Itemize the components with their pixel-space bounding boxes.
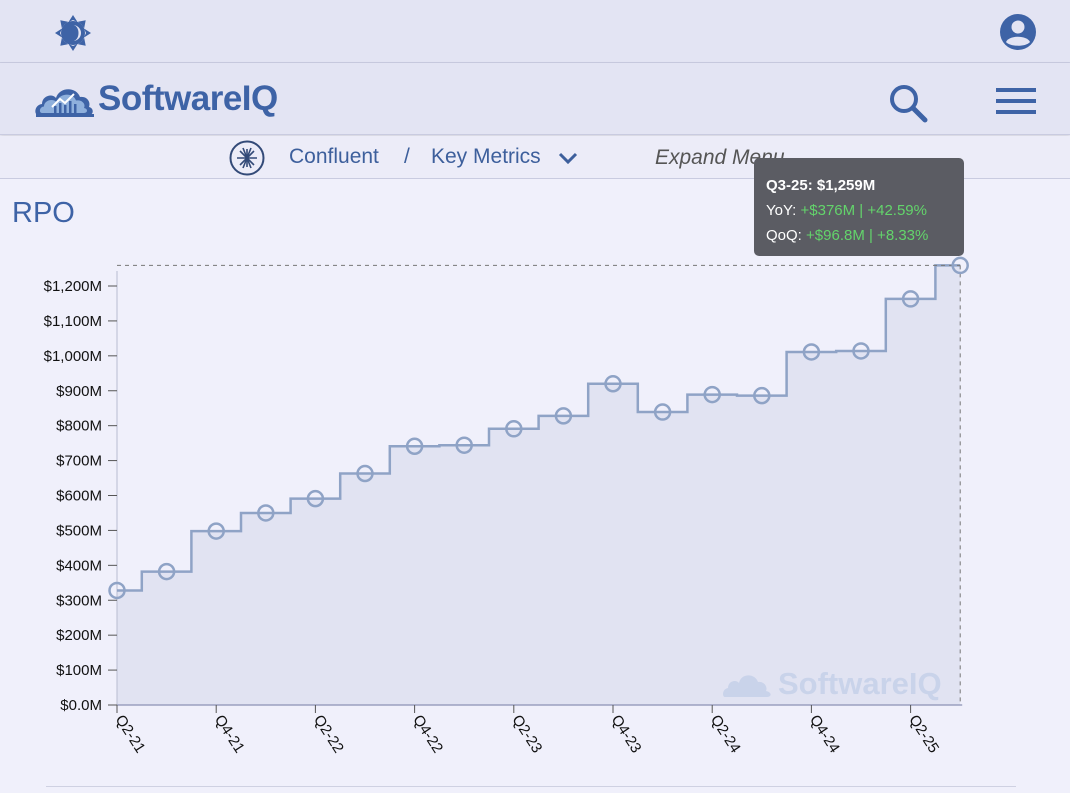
hamburger-menu-icon[interactable]	[994, 85, 1038, 121]
y-tick-label: $1,200M	[44, 278, 102, 295]
chart-area	[117, 265, 961, 705]
data-point	[306, 489, 325, 508]
data-point	[157, 562, 176, 581]
chevron-down-icon[interactable]	[557, 149, 579, 167]
data-point	[802, 343, 821, 361]
watermark-text: SoftwareIQ	[778, 666, 942, 701]
x-tick-label: Q4-22	[409, 712, 446, 756]
chart-title: RPO	[12, 197, 75, 229]
y-tick-label: $600M	[56, 488, 102, 505]
data-point	[505, 420, 523, 438]
x-tick-label: Q4-23	[608, 712, 645, 756]
cloud-chart-logo-icon	[35, 89, 94, 117]
data-point	[901, 290, 920, 308]
y-tick-label: $300M	[56, 592, 102, 609]
x-tick-label: Q2-25	[905, 712, 942, 756]
watermark-logo-icon	[723, 675, 771, 697]
y-tick-label: $700M	[56, 453, 102, 470]
x-tick-label: Q2-22	[310, 712, 347, 756]
rpo-step-chart: $0.0M $100M $200M $300M $400M $500M $600M $700M…	[44, 256, 969, 756]
data-point	[356, 464, 374, 483]
y-tick-label: $400M	[56, 557, 102, 574]
y-tick-label: $100M	[56, 662, 102, 679]
data-point	[257, 504, 275, 522]
data-point	[207, 522, 225, 540]
nav-bar: SoftwareIQ	[0, 63, 1070, 135]
y-tick-label: $0.0M	[60, 697, 102, 714]
y-tick-label: $200M	[56, 627, 102, 644]
data-point	[753, 386, 771, 405]
y-tick-label: $1,100M	[44, 313, 102, 330]
tooltip-period: Q3-25: $1,259M	[766, 177, 876, 194]
y-tick-label: $800M	[56, 418, 102, 435]
tooltip-qoq-label: QoQ:	[766, 227, 802, 244]
chart-tooltip: Q3-25: $1,259M YoY: +$376M | +42.59% QoQ…	[754, 158, 964, 256]
y-tick-label: $900M	[56, 383, 102, 400]
theme-toggle-icon[interactable]	[52, 12, 94, 54]
expand-menu-button[interactable]: Expand Menu	[655, 146, 785, 169]
divider	[46, 786, 1016, 787]
logo-text: SoftwareIQ	[98, 79, 278, 118]
breadcrumb-company-link[interactable]: Confluent	[289, 145, 379, 168]
account-icon[interactable]	[998, 12, 1038, 52]
data-point	[604, 375, 622, 393]
top-bar	[0, 0, 1070, 63]
tooltip-yoy-label: YoY:	[766, 202, 797, 219]
search-icon[interactable]	[886, 81, 930, 125]
x-tick-label: Q2-23	[508, 712, 545, 756]
data-point	[703, 385, 721, 404]
data-point	[455, 436, 473, 454]
data-point	[653, 403, 672, 421]
tooltip-yoy-value: +$376M | +42.59%	[800, 202, 928, 219]
y-tick-label: $1,000M	[44, 348, 102, 365]
tooltip-qoq-value: +$96.8M | +8.33%	[806, 227, 929, 244]
data-point	[554, 407, 573, 425]
data-point	[852, 342, 870, 360]
x-tick-label: Q4-21	[211, 712, 248, 756]
data-point	[405, 437, 424, 456]
x-tick-label: Q4-24	[806, 712, 843, 756]
series-line	[117, 264, 961, 592]
data-point	[108, 581, 126, 600]
confluent-logo-icon	[229, 140, 265, 176]
data-point	[951, 256, 969, 275]
breadcrumb-separator: /	[404, 145, 410, 168]
x-tick-label: Q2-21	[112, 712, 149, 756]
y-tick-label: $500M	[56, 522, 102, 539]
breadcrumb-section-dropdown[interactable]: Key Metrics	[431, 145, 541, 168]
x-tick-label: Q2-24	[707, 712, 744, 756]
